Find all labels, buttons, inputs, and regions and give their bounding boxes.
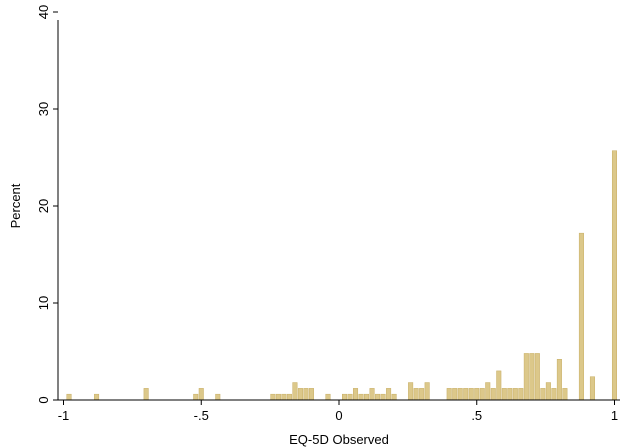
- histogram-bar: [578, 232, 584, 401]
- histogram-bar: [297, 388, 303, 401]
- histogram-bar: [375, 393, 381, 401]
- x-tick-label: 1: [611, 408, 618, 423]
- histogram-bar: [94, 393, 100, 401]
- histogram-bar: [308, 388, 314, 401]
- histogram-bar: [419, 388, 425, 401]
- histogram-bar: [534, 353, 540, 401]
- histogram-bar: [479, 388, 485, 401]
- histogram-bar: [364, 393, 370, 401]
- histogram-bar: [408, 382, 414, 401]
- histogram-bar: [452, 388, 458, 401]
- histogram-bar: [215, 393, 221, 401]
- histogram-bar: [512, 388, 518, 401]
- histogram-bar: [551, 388, 557, 401]
- histogram-bar: [562, 388, 568, 401]
- histogram-bar: [353, 388, 359, 401]
- x-tick-label: -1: [58, 408, 70, 423]
- histogram-bar: [507, 388, 513, 401]
- histogram-bar: [358, 393, 364, 401]
- histogram-bar: [270, 393, 276, 401]
- y-tick-label: 0: [36, 396, 51, 403]
- histogram-bar: [424, 382, 430, 401]
- y-axis-title: Percent: [8, 183, 23, 228]
- x-tick-label: -.5: [194, 408, 209, 423]
- y-axis-ticks: 0 10 20 30 40: [36, 5, 58, 404]
- histogram-bar: [518, 388, 524, 401]
- histogram-bar: [391, 393, 397, 401]
- histogram-bar: [303, 388, 309, 401]
- histogram-bar: [198, 388, 204, 401]
- histogram-bar: [501, 388, 507, 401]
- y-tick-label: 10: [36, 296, 51, 310]
- histogram-bar: [474, 388, 480, 401]
- histogram-bar: [490, 388, 496, 401]
- histogram-bar: [286, 393, 292, 401]
- histogram-bar: [545, 382, 551, 401]
- histogram-bar: [529, 353, 535, 401]
- histogram-bar: [556, 359, 562, 401]
- x-tick-label: .5: [471, 408, 482, 423]
- histogram-bar: [468, 388, 474, 401]
- histogram-bar: [589, 376, 595, 401]
- histogram-bar: [275, 393, 281, 401]
- histogram-bar: [496, 370, 502, 401]
- histogram-bar: [446, 388, 452, 401]
- histogram-bar: [325, 393, 331, 401]
- histogram-bar: [193, 393, 199, 401]
- y-tick-label: 20: [36, 199, 51, 213]
- histogram-bar: [485, 382, 491, 401]
- x-axis-ticks: -1 -.5 0 .5 1: [58, 400, 618, 423]
- y-tick-label: 30: [36, 102, 51, 116]
- histogram-bar: [347, 393, 353, 401]
- x-axis-title: EQ-5D Observed: [289, 432, 389, 447]
- y-tick-label: 40: [36, 5, 51, 19]
- histogram-bar: [611, 150, 617, 401]
- histogram-bar: [369, 388, 375, 401]
- histogram-bar: [463, 388, 469, 401]
- histogram-bar: [342, 393, 348, 401]
- histogram-bar: [281, 393, 287, 401]
- histogram-bar: [457, 388, 463, 401]
- histogram-bar: [386, 388, 392, 401]
- x-tick-label: 0: [335, 408, 342, 423]
- histogram-bars: [66, 150, 617, 401]
- histogram-bar: [66, 393, 72, 401]
- histogram-bar: [523, 353, 529, 401]
- histogram-bar: [540, 388, 546, 401]
- histogram-bar: [413, 388, 419, 401]
- histogram-bar: [143, 388, 149, 401]
- histogram-bar: [380, 393, 386, 401]
- histogram-bar: [292, 382, 298, 401]
